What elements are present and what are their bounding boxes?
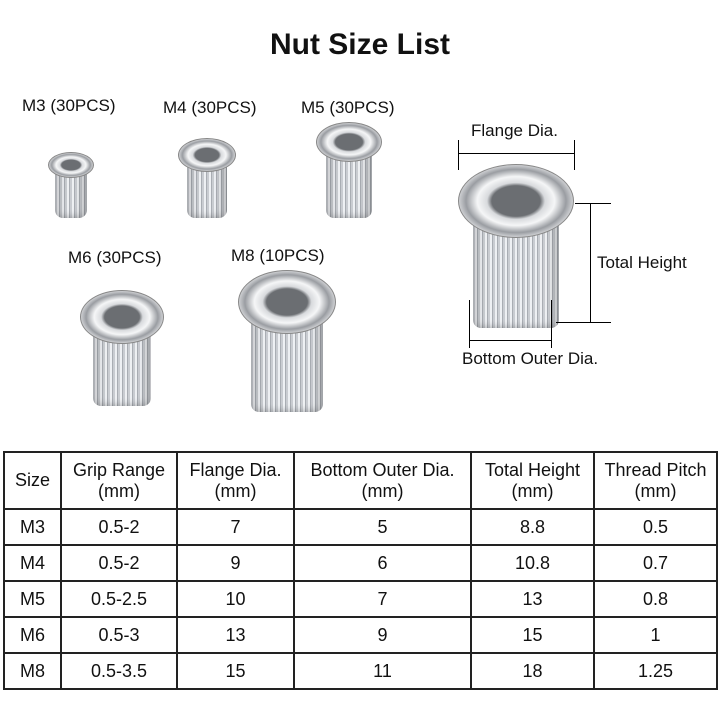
flange-dimension-line: [459, 153, 575, 154]
dimension-tick: [469, 300, 470, 348]
nut-label-m6: M6 (30PCS): [68, 248, 162, 267]
table-cell: 10.8: [470, 544, 595, 582]
nut-image-m6: [80, 290, 164, 406]
table-cell: 0.7: [593, 544, 718, 582]
table-cell: 0.5-2.5: [60, 580, 178, 618]
header-size: Size: [3, 451, 62, 510]
table-cell: 5: [293, 508, 472, 546]
table-cell: 1: [593, 616, 718, 654]
table-cell: 0.5-2: [60, 508, 178, 546]
table-cell: 0.5-3.5: [60, 652, 178, 690]
table-cell: 7: [176, 508, 295, 546]
table-header-row: Size Grip Range (mm) Flange Dia. (mm) Bott…: [3, 451, 718, 510]
dimension-tick: [574, 140, 575, 170]
nut-label-m4: M4 (30PCS): [163, 98, 257, 117]
total-height-label: Total Height: [597, 253, 687, 272]
nut-label-m3: M3 (30PCS): [22, 96, 116, 115]
table-row: M3 0.5-2 7 5 8.8 0.5: [3, 508, 718, 546]
table-cell: M3: [3, 508, 62, 546]
size-table: Size Grip Range (mm) Flange Dia. (mm) Bott…: [3, 451, 718, 690]
table-cell: 7: [293, 580, 472, 618]
nut-image-m5: [316, 122, 382, 218]
table-cell: 0.8: [593, 580, 718, 618]
table-cell: 0.5-3: [60, 616, 178, 654]
dimension-tick: [458, 140, 459, 170]
nut-image-m8: [238, 270, 336, 412]
table-cell: 0.5: [593, 508, 718, 546]
table-cell: 8.8: [470, 508, 595, 546]
page-title: Nut Size List: [269, 28, 450, 61]
height-dimension-line: [590, 204, 591, 322]
table-cell: 13: [470, 580, 595, 618]
header-flange-dia: Flange Dia. (mm): [176, 451, 295, 510]
table-cell: M5: [3, 580, 62, 618]
table-cell: 9: [176, 544, 295, 582]
table-row: M5 0.5-2.5 10 7 13 0.8: [3, 580, 718, 618]
dimension-tick: [551, 300, 552, 348]
header-bottom-outer-dia: Bottom Outer Dia. (mm): [293, 451, 472, 510]
header-total-height: Total Height (mm): [470, 451, 595, 510]
table-cell: M6: [3, 616, 62, 654]
nut-image-m4: [178, 138, 236, 218]
nut-image-m3: [48, 152, 94, 218]
table-cell: 15: [176, 652, 295, 690]
bottom-dimension-line: [469, 340, 552, 341]
header-grip-range: Grip Range (mm): [60, 451, 178, 510]
nut-diagram: [458, 164, 574, 328]
nut-label-m8: M8 (10PCS): [231, 246, 325, 265]
bottom-outer-dia-label: Bottom Outer Dia.: [462, 349, 599, 368]
table-cell: 13: [176, 616, 295, 654]
table-cell: 0.5-2: [60, 544, 178, 582]
table-row: M6 0.5-3 13 9 15 1: [3, 616, 718, 654]
flange-dia-label: Flange Dia.: [471, 121, 558, 140]
nut-label-m5: M5 (30PCS): [301, 98, 395, 117]
table-cell: 11: [293, 652, 472, 690]
table-cell: 9: [293, 616, 472, 654]
table-row: M4 0.5-2 9 6 10.8 0.7: [3, 544, 718, 582]
table-cell: 6: [293, 544, 472, 582]
table-cell: 15: [470, 616, 595, 654]
table-cell: 18: [470, 652, 595, 690]
table-cell: 10: [176, 580, 295, 618]
dimension-tick: [575, 203, 611, 204]
dimension-tick: [556, 322, 611, 323]
table-cell: M4: [3, 544, 62, 582]
table-cell: 1.25: [593, 652, 718, 690]
table-row: M8 0.5-3.5 15 11 18 1.25: [3, 652, 718, 690]
header-thread-pitch: Thread Pitch (mm): [593, 451, 718, 510]
table-cell: M8: [3, 652, 62, 690]
